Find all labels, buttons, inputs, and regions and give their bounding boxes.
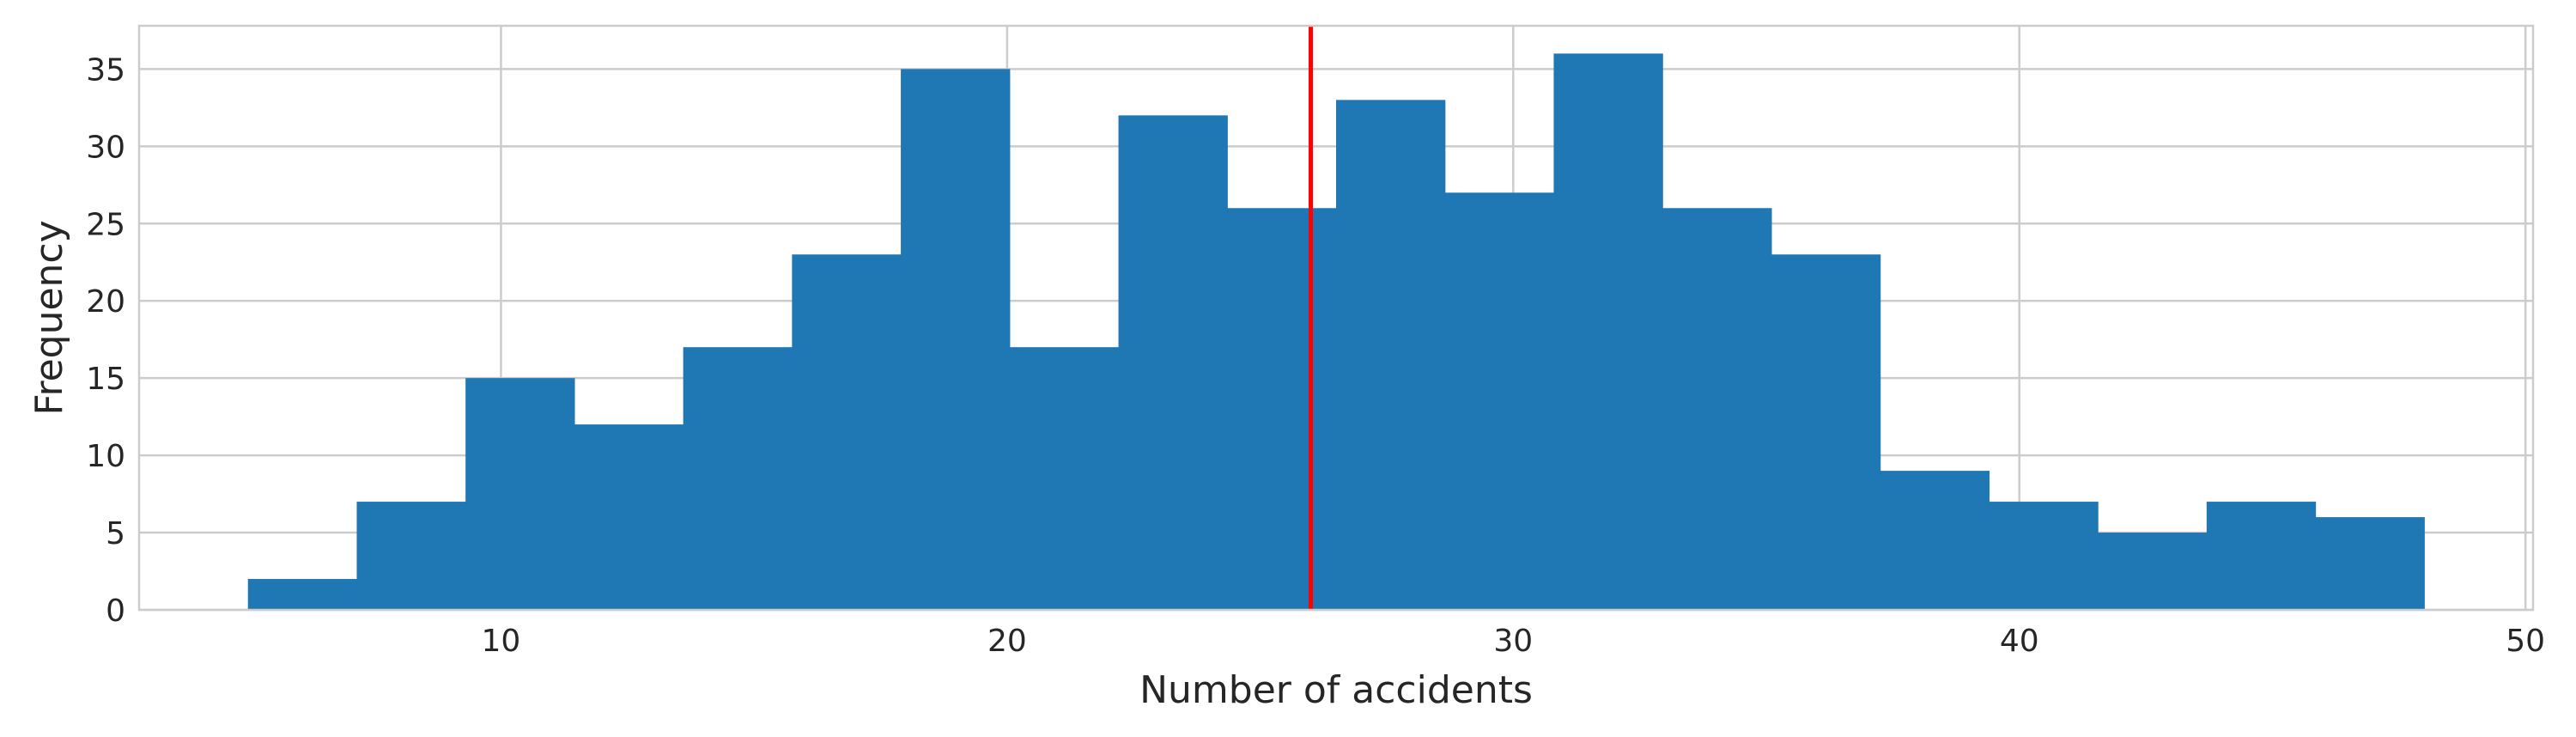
x-tick-label: 40 — [2000, 624, 2039, 659]
histogram-bar — [465, 378, 575, 610]
histogram-bar — [1662, 208, 1772, 610]
x-tick-label: 10 — [482, 624, 521, 659]
histogram-bar — [683, 347, 793, 610]
x-axis-label: Number of accidents — [1139, 668, 1533, 712]
histogram-bar — [1444, 192, 1555, 611]
plot-frame — [137, 24, 2535, 612]
histogram-bar — [792, 254, 902, 610]
y-tick-label: 30 — [86, 130, 125, 165]
histogram-bar — [1009, 347, 1120, 610]
histogram-bar — [1553, 53, 1663, 610]
y-tick-label: 35 — [86, 52, 125, 88]
histogram-bar — [1227, 208, 1337, 610]
y-tick-label: 10 — [86, 439, 125, 474]
y-tick-label: 20 — [86, 284, 125, 320]
y-tick-label: 0 — [106, 594, 125, 629]
histogram-bar — [901, 69, 1011, 611]
histogram-bar — [2098, 533, 2208, 610]
histogram-bar — [2206, 502, 2317, 610]
y-tick-label: 15 — [86, 362, 125, 397]
x-tick-labels: 10 20 30 40 50 — [482, 624, 2546, 659]
y-tick-labels: 0 5 10 15 20 25 30 35 — [86, 52, 125, 629]
histogram-bar — [1336, 100, 1446, 611]
histogram-bar — [356, 502, 466, 610]
histogram-bar — [1118, 115, 1228, 610]
histogram-bar — [1771, 254, 1881, 610]
y-tick-label: 25 — [86, 207, 125, 242]
y-tick-label: 5 — [106, 516, 125, 551]
histogram-bar — [247, 579, 358, 610]
histogram-bar — [1880, 471, 1990, 610]
histogram-bar — [1989, 502, 2099, 610]
x-tick-label: 50 — [2506, 624, 2545, 659]
histogram-bar — [574, 424, 684, 610]
y-axis-label: Frequency — [27, 220, 71, 415]
x-tick-label: 20 — [987, 624, 1027, 659]
histogram-bar — [2315, 517, 2425, 610]
histogram-bars — [247, 53, 2425, 611]
x-tick-label: 30 — [1493, 624, 1533, 659]
